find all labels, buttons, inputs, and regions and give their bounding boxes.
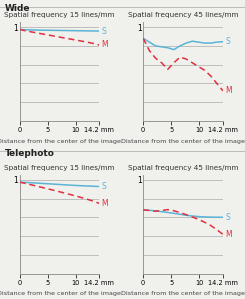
Text: S: S	[225, 213, 230, 222]
X-axis label: Distance from the center of the image: Distance from the center of the image	[0, 139, 122, 144]
Text: M: M	[102, 199, 108, 208]
Title: Spatial frequency 45 lines/mm: Spatial frequency 45 lines/mm	[128, 12, 238, 18]
Text: Telephoto: Telephoto	[5, 150, 55, 158]
Title: Spatial frequency 15 lines/mm: Spatial frequency 15 lines/mm	[4, 12, 115, 18]
Text: M: M	[225, 230, 232, 239]
Title: Spatial frequency 15 lines/mm: Spatial frequency 15 lines/mm	[4, 164, 115, 170]
Title: Spatial frequency 45 lines/mm: Spatial frequency 45 lines/mm	[128, 164, 238, 170]
Text: S: S	[102, 27, 106, 36]
X-axis label: Distance from the center of the image: Distance from the center of the image	[121, 292, 245, 296]
X-axis label: Distance from the center of the image: Distance from the center of the image	[0, 292, 122, 296]
Text: Wide: Wide	[5, 4, 30, 13]
Text: M: M	[102, 40, 108, 49]
X-axis label: Distance from the center of the image: Distance from the center of the image	[121, 139, 245, 144]
Text: M: M	[225, 86, 232, 95]
Text: S: S	[102, 182, 106, 191]
Text: S: S	[225, 37, 230, 46]
